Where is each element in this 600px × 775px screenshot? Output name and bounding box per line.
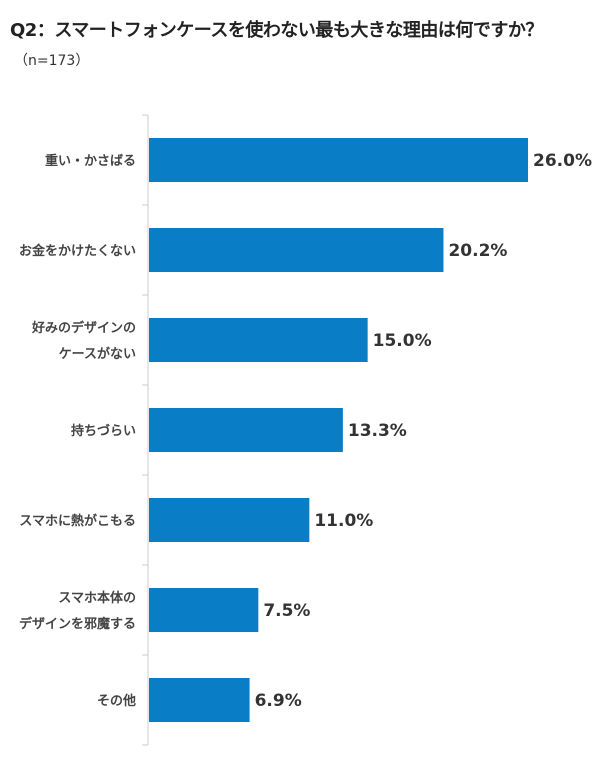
bar — [149, 588, 259, 632]
bar — [149, 228, 444, 272]
data-label: 26.0% — [533, 151, 592, 171]
category-label: お金をかけたくない — [19, 243, 136, 259]
category-label: その他 — [97, 693, 136, 709]
bar — [149, 138, 528, 182]
data-label: 11.0% — [314, 511, 373, 531]
chart-subtitle: （n=173） — [14, 53, 90, 69]
bar — [149, 678, 250, 722]
category-label: スマホ本体の — [58, 590, 136, 606]
data-label: 13.3% — [348, 421, 407, 441]
data-label: 7.5% — [263, 601, 310, 621]
bar — [149, 498, 310, 542]
data-label: 20.2% — [448, 241, 507, 261]
category-label: スマホに熱がこもる — [19, 513, 136, 529]
category-label: 好みのデザインの — [31, 320, 136, 336]
category-label: 持ちづらい — [71, 423, 136, 439]
category-label: 重い・かさばる — [45, 153, 136, 169]
data-label: 6.9% — [255, 691, 302, 711]
bar — [149, 318, 368, 362]
chart-title: Q2：スマートフォンケースを使わない最も大きな理由は何ですか？ — [10, 20, 543, 41]
category-label: デザインを邪魔する — [19, 616, 136, 632]
data-label: 15.0% — [373, 331, 432, 351]
category-label: ケースがない — [59, 346, 136, 362]
bar — [149, 408, 343, 452]
